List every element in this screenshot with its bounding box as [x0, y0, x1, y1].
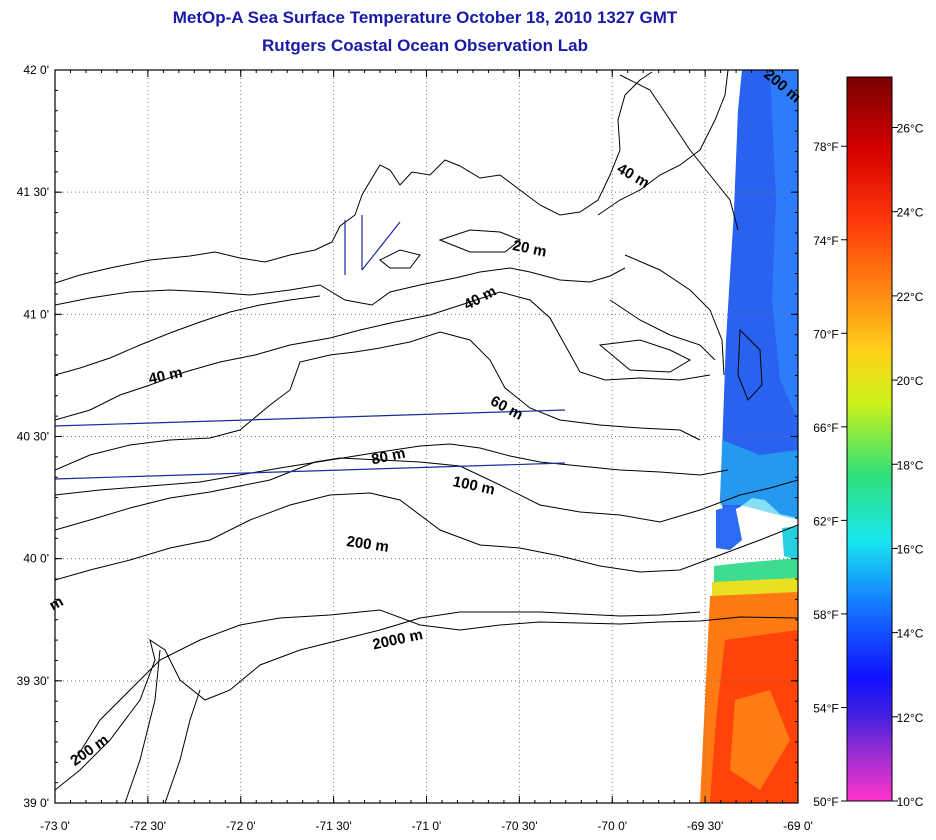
lat-tick-label: 40 30'	[17, 430, 49, 444]
map-axes: -73 0' -72 30' -72 0' -71 30' -71 0' -70 30' -…	[17, 63, 813, 833]
sst-cyan-strip	[782, 526, 798, 560]
contour-20m	[55, 267, 626, 306]
colorbar-fahrenheit-label: 54°F	[813, 701, 838, 715]
track-line-2	[54, 462, 566, 480]
coastline	[55, 71, 653, 284]
colorbar-celsius-label: 22°C	[897, 290, 924, 304]
contour-40m	[55, 291, 711, 421]
lat-tick-label: 41 0'	[23, 307, 49, 321]
map-subtitle: Rutgers Coastal Ocean Observation Lab	[262, 36, 588, 55]
lat-tick-label: 41 30'	[17, 185, 49, 199]
colorbar-fahrenheit-label: 78°F	[813, 140, 838, 154]
lon-tick-label: -69 30'	[687, 819, 723, 833]
contour-island-2	[379, 249, 421, 269]
lon-tick-label: -72 30'	[130, 819, 166, 833]
colorbar-ticks: 26°C 24°C 22°C 20°C 18°C 16°C 14°C 12°C 10°C 78°F…	[813, 122, 923, 809]
map-frame	[54, 69, 799, 804]
sst-green-band	[714, 558, 798, 584]
contour-georges-1	[624, 254, 725, 376]
sst-blue-lower	[716, 505, 742, 550]
contour-shoal-2	[737, 328, 763, 401]
track-buzzards	[344, 215, 401, 275]
contour-canyon	[124, 649, 201, 803]
colorbar-celsius-label: 16°C	[897, 542, 924, 556]
contour-shoal-1	[598, 339, 692, 373]
sst-orange-mottle	[730, 690, 790, 790]
lon-tick-label: -73 0'	[40, 819, 70, 833]
contour-label: 20 m	[511, 237, 548, 261]
lon-tick-label: -70 30'	[501, 819, 537, 833]
contour-island-1	[438, 229, 521, 253]
colorbar-fahrenheit-label: 58°F	[813, 608, 838, 622]
colorbar-celsius-label: 18°C	[897, 458, 924, 472]
contour-cape-cod-200m	[619, 74, 739, 231]
graticule-grid	[55, 70, 798, 803]
lon-tick-label: -71 30'	[315, 819, 351, 833]
contour-label: 200 m	[345, 533, 389, 556]
colorbar-celsius-label: 26°C	[897, 122, 924, 136]
lon-tick-label: -69 0'	[783, 819, 813, 833]
contour-georges-2	[609, 299, 716, 361]
colorbar-fahrenheit-label: 74°F	[813, 234, 838, 248]
contour-label: m	[46, 593, 66, 614]
lat-tick-label: 40 0'	[23, 552, 49, 566]
colorbar: 26°C 24°C 22°C 20°C 18°C 16°C 14°C 12°C 10°C 78°F…	[813, 76, 924, 809]
lat-tick-label: 39 0'	[23, 796, 49, 810]
contour-label: 40 m	[461, 283, 499, 314]
contour-label: 60 m	[488, 393, 526, 424]
colorbar-gradient	[846, 76, 893, 802]
colorbar-celsius-label: 24°C	[897, 206, 924, 220]
lon-tick-label: -72 0'	[226, 819, 256, 833]
map-title: MetOp-A Sea Surface Temperature October …	[172, 8, 678, 27]
colorbar-celsius-label: 12°C	[897, 711, 924, 725]
contour-cape-cod-40m	[597, 70, 729, 216]
contour-60m	[55, 331, 701, 471]
lat-tick-label: 39 30'	[17, 674, 49, 688]
contour-label: 80 m	[370, 445, 407, 469]
colorbar-celsius-label: 10°C	[897, 795, 924, 809]
contour-label: 40 m	[614, 160, 652, 192]
contour-80m	[55, 443, 729, 496]
contour-label: 40 m	[147, 364, 184, 388]
colorbar-celsius-label: 20°C	[897, 374, 924, 388]
lat-tick-label: 42 0'	[23, 63, 49, 77]
sst-blue-swath-east	[770, 70, 798, 420]
colorbar-fahrenheit-label: 70°F	[813, 327, 838, 341]
sst-cyan-edge	[720, 440, 798, 520]
lon-tick-label: -70 0'	[597, 819, 627, 833]
track-line-1	[54, 409, 566, 427]
contour-200m-lower	[55, 611, 701, 791]
colorbar-fahrenheit-label: 62°F	[813, 514, 838, 528]
contour-label: 100 m	[451, 473, 496, 498]
lon-tick-label: -71 0'	[412, 819, 442, 833]
coastline-long-island	[55, 295, 321, 376]
contour-2000m	[74, 609, 798, 761]
sst-data-layer	[700, 70, 798, 803]
contour-200m-upper	[55, 492, 798, 581]
colorbar-celsius-label: 14°C	[897, 627, 924, 641]
bathymetry-contours	[55, 70, 798, 803]
colorbar-fahrenheit-label: 50°F	[813, 795, 838, 809]
colorbar-fahrenheit-label: 66°F	[813, 421, 838, 435]
track-lines	[54, 215, 566, 480]
contour-100m	[55, 457, 798, 531]
